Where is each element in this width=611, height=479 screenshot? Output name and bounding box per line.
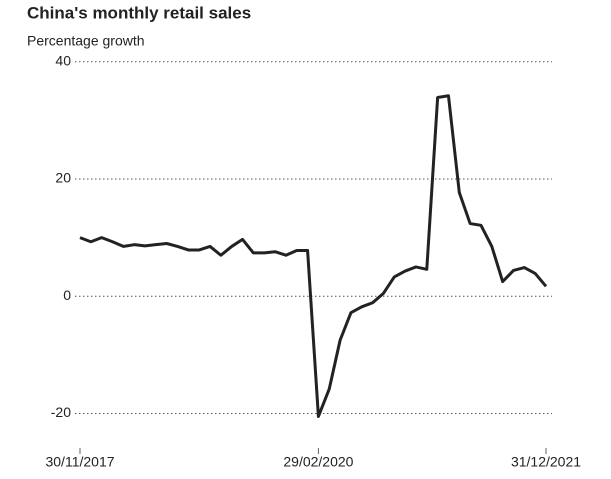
data-line (79, 94, 548, 418)
y-tick-label: -20 (51, 404, 71, 420)
chart-subtitle: Percentage growth (27, 33, 145, 49)
x-tick-label: 30/11/2017 (45, 454, 114, 470)
y-tick-label: 0 (63, 287, 71, 303)
y-tick-label: 20 (55, 170, 71, 186)
chart-title: China's monthly retail sales (27, 3, 251, 22)
x-tick-label: 31/12/2021 (511, 454, 581, 470)
x-tick-label: 29/02/2020 (283, 454, 353, 470)
y-tick-label: 40 (55, 52, 71, 68)
